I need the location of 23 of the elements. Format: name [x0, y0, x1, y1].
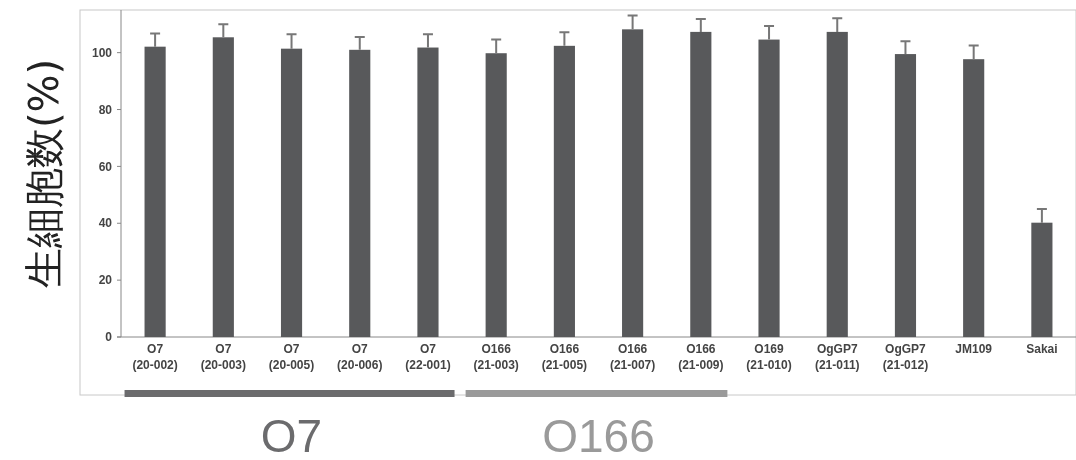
x-tick-label: O166 (21-005): [541, 342, 588, 372]
y-tick-label: 40: [98, 216, 113, 231]
y-tick-label: 80: [98, 102, 113, 117]
text: O7: [260, 410, 323, 460]
x-tick-label: O7 (20-002): [132, 342, 178, 372]
x-tick-label: O7 (20-003): [200, 342, 246, 372]
x-tick-label: OgGP7 (21-012): [882, 342, 929, 372]
x-tick-label: O7 (20-006): [337, 342, 383, 372]
y-tick-label: 100: [91, 45, 113, 60]
x-tick-label: JM109: [955, 342, 993, 356]
x-tick-label: O166 (21-009): [678, 342, 724, 372]
text: O166: [542, 410, 655, 460]
y-tick-label: 60: [98, 159, 113, 174]
x-tick-label: O166 (21-007): [609, 342, 656, 372]
x-tick-label: OgGP7 (21-011): [814, 342, 860, 372]
x-tick-label: O7 (20-005): [268, 342, 315, 372]
y-tick-label: 0: [105, 330, 113, 345]
x-tick-label: O169 (21-010): [746, 342, 792, 372]
x-tick-label: Sakai: [1026, 342, 1058, 356]
y-axis-title: 生細胞数(%): [21, 58, 67, 289]
y-tick-label: 20: [98, 273, 113, 288]
x-tick-label: O166 (21-003): [473, 342, 519, 372]
x-tick-label: O7 (22-001): [405, 342, 451, 372]
